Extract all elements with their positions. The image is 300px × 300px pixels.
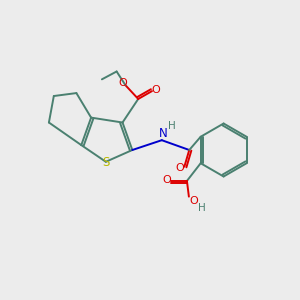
- Text: O: O: [175, 163, 184, 173]
- Text: H: H: [168, 122, 176, 131]
- Text: N: N: [159, 127, 168, 140]
- Text: O: O: [189, 196, 198, 206]
- Text: H: H: [198, 203, 206, 213]
- Text: S: S: [102, 156, 110, 169]
- Text: O: O: [162, 175, 171, 185]
- Text: O: O: [152, 85, 160, 95]
- Text: O: O: [118, 78, 127, 88]
